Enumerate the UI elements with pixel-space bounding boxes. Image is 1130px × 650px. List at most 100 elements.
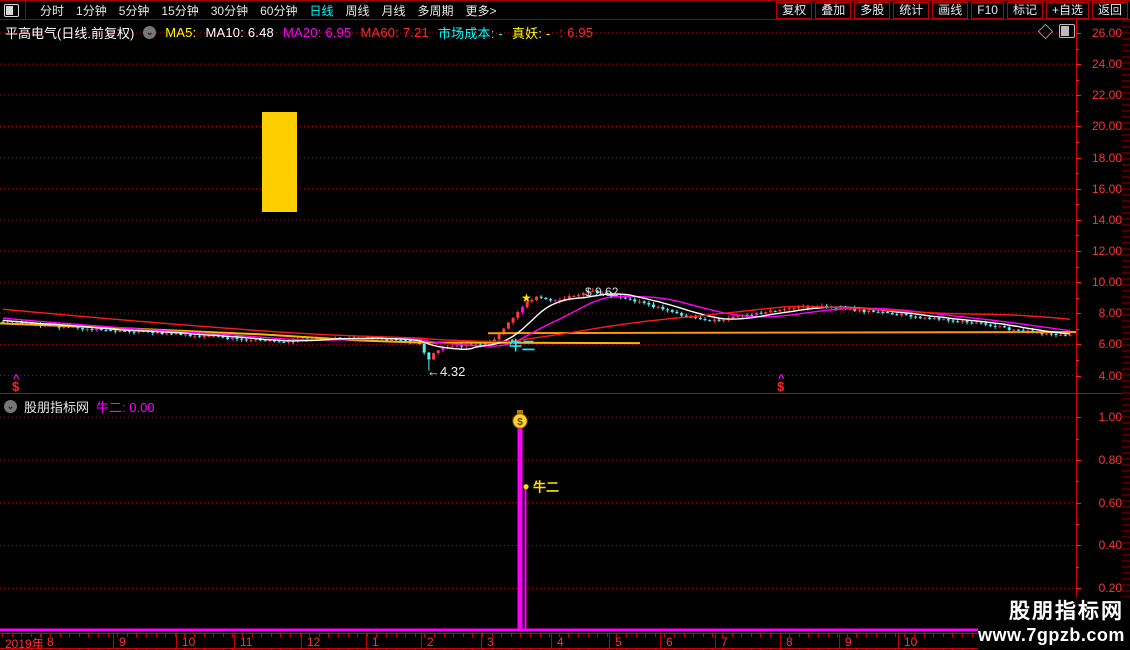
date-minor-tick bbox=[40, 634, 42, 637]
menu-item-月线[interactable]: 月线 bbox=[381, 3, 406, 18]
tools-menu: 复权 叠加 多股 统计 画线 F10 标记 +自选 返回 bbox=[773, 1, 1130, 19]
month-separator bbox=[234, 634, 235, 648]
tool-button-+自选[interactable]: +自选 bbox=[1045, 1, 1089, 19]
date-minor-tick bbox=[587, 634, 589, 637]
month-separator bbox=[551, 634, 552, 648]
main-gridlines bbox=[0, 32, 1076, 377]
menu-item-更多>[interactable]: 更多> bbox=[465, 3, 497, 18]
date-minor-tick bbox=[117, 634, 119, 637]
tool-button-画线[interactable]: 画线 bbox=[932, 1, 969, 19]
date-minor-tick bbox=[424, 634, 426, 637]
menu-item-15分钟[interactable]: 15分钟 bbox=[161, 3, 199, 18]
indicator-tick bbox=[1076, 417, 1081, 419]
date-minor-tick bbox=[520, 634, 522, 637]
date-minor-tick bbox=[654, 634, 656, 637]
date-minor-tick bbox=[760, 634, 762, 637]
date-minor-tick bbox=[146, 634, 147, 637]
menu-item-多周期[interactable]: 多周期 bbox=[417, 3, 454, 18]
date-minor-tick bbox=[971, 634, 973, 637]
tool-button-复权[interactable]: 复权 bbox=[776, 1, 813, 19]
month-label-7: 7 bbox=[721, 635, 728, 649]
tool-button-叠加[interactable]: 叠加 bbox=[815, 1, 852, 19]
date-minor-tick bbox=[405, 634, 407, 637]
date-minor-tick bbox=[30, 634, 32, 637]
date-minor-tick bbox=[194, 634, 195, 637]
date-minor-tick bbox=[69, 634, 71, 637]
menu-item-30分钟[interactable]: 30分钟 bbox=[210, 3, 249, 18]
tool-button-返回[interactable]: 返回 bbox=[1091, 1, 1128, 19]
menu-item-1分钟[interactable]: 1分钟 bbox=[76, 3, 107, 18]
price-axis-line bbox=[1076, 20, 1077, 648]
menu-item-5分钟[interactable]: 5分钟 bbox=[118, 3, 150, 18]
panel-split-icon[interactable] bbox=[1059, 24, 1075, 38]
tool-button-标记[interactable]: 标记 bbox=[1006, 1, 1043, 19]
price-tick bbox=[1076, 344, 1081, 346]
price-tick bbox=[1076, 219, 1081, 221]
price-tick bbox=[1076, 126, 1081, 128]
date-minor-tick bbox=[952, 634, 954, 637]
date-minor-tick bbox=[443, 634, 445, 637]
right-scrollbar[interactable] bbox=[1122, 20, 1130, 650]
date-minor-tick bbox=[251, 634, 253, 637]
indicator-label-0.80: 0.80 bbox=[1098, 452, 1122, 467]
date-minor-tick bbox=[837, 634, 839, 637]
indicator-gridlines bbox=[0, 416, 1076, 589]
indicator-minor-tick bbox=[1076, 481, 1079, 483]
month-label-9: 9 bbox=[119, 635, 126, 649]
month-separator bbox=[715, 634, 716, 648]
diamond-icon[interactable] bbox=[1037, 23, 1054, 39]
stock-title[interactable]: 平高电气(日线.前复权) bbox=[5, 26, 135, 41]
price-label-22.00: 22.00 bbox=[1091, 88, 1122, 103]
date-minor-tick bbox=[808, 634, 810, 637]
ma20-line bbox=[2, 295, 1071, 347]
indicator-tick bbox=[1076, 545, 1081, 547]
date-minor-tick bbox=[875, 634, 877, 637]
month-separator bbox=[660, 634, 661, 648]
ma-label-5: 真妖: - bbox=[511, 26, 551, 41]
date-minor-tick bbox=[894, 634, 896, 637]
window-split-icon[interactable] bbox=[4, 3, 19, 17]
date-minor-tick bbox=[827, 634, 829, 637]
indicator-label-0.20: 0.20 bbox=[1098, 581, 1122, 596]
month-label-1: 1 bbox=[372, 635, 379, 649]
tool-button-统计[interactable]: 统计 bbox=[893, 1, 930, 19]
indicator-minor-tick bbox=[1076, 438, 1079, 440]
yellow-sticker-overlay bbox=[262, 112, 297, 212]
menu-item-分时[interactable]: 分时 bbox=[40, 3, 65, 18]
price-label-18.00: 18.00 bbox=[1091, 150, 1122, 165]
date-minor-tick bbox=[299, 634, 301, 637]
month-separator bbox=[176, 634, 177, 648]
date-minor-tick bbox=[434, 634, 435, 637]
price-tick bbox=[1076, 313, 1081, 315]
svg-text:★: ★ bbox=[521, 291, 532, 305]
price-label-8.00: 8.00 bbox=[1098, 306, 1122, 321]
date-axis[interactable]: 2019年 8 9 10 11 12 1 2 3 4 5 6 7 8 9 10 bbox=[0, 633, 1122, 650]
date-minor-tick bbox=[491, 634, 493, 637]
price-label-24.00: 24.00 bbox=[1091, 57, 1122, 72]
date-minor-tick bbox=[942, 634, 944, 637]
date-minor-tick bbox=[347, 634, 349, 637]
tool-button-F10[interactable]: F10 bbox=[971, 1, 1004, 19]
menu-divider bbox=[25, 1, 26, 19]
indicator-chart[interactable]: $ 牛二 bbox=[0, 393, 1076, 633]
date-minor-tick bbox=[702, 634, 704, 637]
top-menu-bar: 分时 1分钟 5分钟 15分钟 30分钟 60分钟 日线 周线 月线 多周期 更多> 复权 叠加 多股统… bbox=[0, 0, 1130, 20]
date-minor-tick bbox=[107, 634, 109, 637]
tool-button-多股[interactable]: 多股 bbox=[854, 1, 891, 19]
month-label-10: 10 bbox=[904, 635, 918, 649]
menu-item-日线[interactable]: 日线 bbox=[309, 3, 334, 18]
indicator-baseline bbox=[0, 628, 1076, 632]
month-label-2019年: 2019年 bbox=[5, 637, 44, 650]
chevron-down-icon[interactable]: ⌄ bbox=[143, 26, 157, 39]
menu-item-周线[interactable]: 周线 bbox=[345, 3, 370, 18]
month-label-8: 8 bbox=[786, 635, 793, 649]
date-minor-tick bbox=[174, 634, 176, 637]
menu-item-60分钟[interactable]: 60分钟 bbox=[260, 3, 298, 18]
svg-text:^: ^ bbox=[778, 373, 785, 385]
chevron-down-icon[interactable]: ⌄ bbox=[4, 400, 17, 413]
price-minor-tick bbox=[1076, 297, 1079, 299]
svg-text:牛二: 牛二 bbox=[533, 480, 559, 495]
price-minor-tick bbox=[1076, 204, 1079, 206]
price-tick bbox=[1076, 250, 1081, 252]
main-candlestick-chart[interactable]: ←4.32$ 9.62★牛二$^ $^ bbox=[0, 20, 1076, 393]
